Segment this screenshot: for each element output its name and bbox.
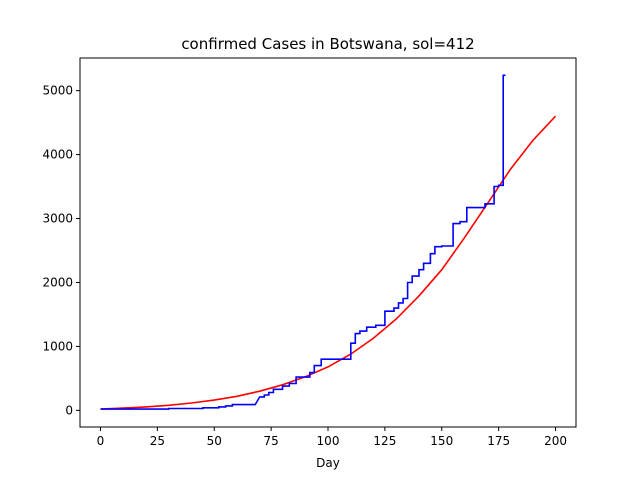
y-tick-label: 0 (65, 403, 73, 417)
x-tick-label: 100 (317, 434, 340, 448)
y-tick-label: 5000 (42, 84, 73, 98)
x-tick-label: 125 (373, 434, 396, 448)
y-tick-label: 2000 (42, 275, 73, 289)
ticks-layer: 0 25 50 75 100 125 150 175 200010002000300040005… (42, 84, 567, 448)
x-tick-label: 0 (97, 434, 105, 448)
series-line-1 (100, 74, 506, 410)
y-tick-label: 4000 (42, 148, 73, 162)
x-tick-label: 75 (263, 434, 278, 448)
series-layer (100, 74, 557, 410)
x-tick-label: 50 (207, 434, 222, 448)
x-tick-label: 150 (430, 434, 453, 448)
x-tick-label: 200 (544, 434, 567, 448)
y-tick-label: 3000 (42, 212, 73, 226)
x-axis-label: Day (316, 456, 340, 470)
plot-frame (79, 57, 577, 428)
y-tick-label: 1000 (42, 339, 73, 353)
chart-title: confirmed Cases in Botswana, sol=412 (181, 35, 474, 53)
x-tick-label: 25 (150, 434, 165, 448)
x-tick-label: 175 (487, 434, 510, 448)
series-line-0 (100, 115, 557, 410)
